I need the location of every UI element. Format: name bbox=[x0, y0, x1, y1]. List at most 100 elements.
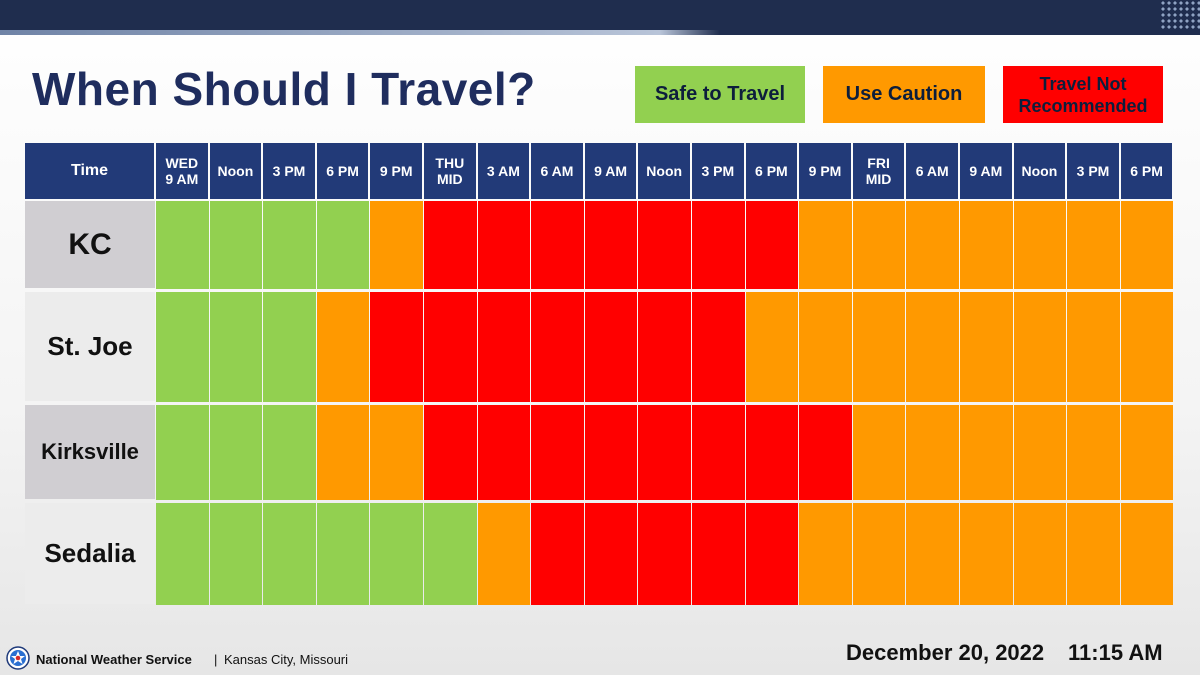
heatmap-cell bbox=[852, 503, 906, 605]
legend-not-recommended-label: Travel Not Recommended bbox=[1018, 73, 1148, 116]
heatmap-cell bbox=[209, 201, 263, 289]
footer-separator: | bbox=[214, 652, 218, 667]
heatmap-cell bbox=[531, 405, 584, 500]
heatmap-cell bbox=[852, 405, 906, 500]
heatmap-cell bbox=[263, 405, 316, 500]
heatmap-cell bbox=[156, 503, 209, 605]
heatmap-cell bbox=[692, 405, 745, 500]
heatmap-cell bbox=[960, 503, 1013, 605]
row-label: Kirksville bbox=[25, 405, 155, 499]
heatmap-cell bbox=[745, 201, 799, 289]
heatmap-cell bbox=[370, 201, 423, 289]
column-header: 3 PM bbox=[263, 143, 315, 199]
legend-use-caution: Use Caution bbox=[823, 66, 985, 123]
column-header: Noon bbox=[209, 143, 262, 199]
legend-travel-not-recommended: Travel Not Recommended bbox=[1003, 66, 1163, 123]
heatmap-cell bbox=[584, 405, 638, 500]
heatmap-cell bbox=[477, 503, 531, 605]
column-header: 3 AM bbox=[477, 143, 530, 199]
footer-organization: National Weather Service bbox=[36, 652, 192, 667]
heatmap-cell bbox=[1120, 405, 1174, 500]
heatmap-cell bbox=[1120, 292, 1174, 402]
row-label: KC bbox=[25, 201, 155, 288]
heatmap-cell bbox=[799, 201, 852, 289]
heatmap-cell bbox=[316, 292, 370, 402]
heatmap-cell bbox=[316, 201, 370, 289]
heatmap-cell bbox=[960, 201, 1013, 289]
heatmap-cell bbox=[209, 405, 263, 500]
row-label: St. Joe bbox=[25, 292, 155, 401]
footer-date: December 20, 2022 bbox=[846, 640, 1045, 665]
heatmap-cell bbox=[799, 503, 852, 605]
column-header: 6 PM bbox=[745, 143, 798, 199]
heatmap-cell bbox=[424, 292, 477, 402]
page-title: When Should I Travel? bbox=[32, 63, 536, 115]
heatmap-cell bbox=[424, 201, 477, 289]
heatmap-cell bbox=[156, 405, 209, 500]
heatmap-cell bbox=[906, 503, 959, 605]
heatmap-cell bbox=[370, 503, 423, 605]
column-header: Noon bbox=[638, 143, 690, 199]
heatmap-cell bbox=[531, 201, 584, 289]
heatmap-cell bbox=[1067, 292, 1120, 402]
heatmap-cell bbox=[156, 201, 209, 289]
heatmap-cell bbox=[1067, 405, 1120, 500]
heatmap-cell bbox=[1067, 503, 1120, 605]
heatmap-cell bbox=[960, 405, 1013, 500]
heatmap-cell bbox=[531, 503, 584, 605]
heatmap-cell bbox=[1120, 201, 1174, 289]
column-header: 9 PM bbox=[370, 143, 422, 199]
column-header: 9 PM bbox=[799, 143, 851, 199]
heatmap-cell bbox=[799, 405, 852, 500]
heatmap-cell bbox=[852, 292, 906, 402]
heatmap-cell bbox=[477, 292, 531, 402]
column-header: 6 AM bbox=[531, 143, 583, 199]
column-header: 6 PM bbox=[316, 143, 369, 199]
heatmap-cell bbox=[1013, 503, 1067, 605]
heatmap-cell bbox=[477, 201, 531, 289]
heatmap-cell bbox=[584, 201, 638, 289]
heatmap-cell bbox=[745, 503, 799, 605]
heatmap-cell bbox=[852, 201, 906, 289]
top-banner-dots bbox=[1160, 0, 1200, 30]
heatmap-cell bbox=[960, 292, 1013, 402]
column-header: 6 AM bbox=[906, 143, 958, 199]
heatmap-cell bbox=[745, 292, 799, 402]
column-header: 9 AM bbox=[584, 143, 637, 199]
heatmap-cell bbox=[263, 503, 316, 605]
top-banner bbox=[0, 0, 1200, 30]
heatmap-cell bbox=[692, 503, 745, 605]
heatmap-cell bbox=[638, 292, 691, 402]
legend-caution-label: Use Caution bbox=[845, 83, 963, 105]
heatmap-cell bbox=[316, 405, 370, 500]
heatmap-cell bbox=[1067, 201, 1120, 289]
heatmap-cell bbox=[263, 201, 316, 289]
heatmap-cell bbox=[638, 405, 691, 500]
column-header: Noon bbox=[1013, 143, 1066, 199]
footer-location: Kansas City, Missouri bbox=[224, 652, 349, 667]
heatmap-cell bbox=[370, 405, 423, 500]
heatmap-cell bbox=[424, 405, 477, 500]
heatmap-cell bbox=[906, 405, 959, 500]
column-header: 3 PM bbox=[1067, 143, 1119, 199]
heatmap-cell bbox=[263, 292, 316, 402]
heatmap-cell bbox=[906, 292, 959, 402]
heatmap-cell bbox=[209, 503, 263, 605]
column-header: FRI MID bbox=[852, 143, 905, 199]
legend-safe-label: Safe to Travel bbox=[654, 83, 786, 105]
heatmap-cell bbox=[745, 405, 799, 500]
heatmap-cell bbox=[1120, 503, 1174, 605]
top-banner-strip bbox=[0, 30, 1200, 35]
heatmap-cell bbox=[692, 292, 745, 402]
heatmap-cell bbox=[477, 405, 531, 500]
heatmap-cell bbox=[584, 292, 638, 402]
column-header: 9 AM bbox=[960, 143, 1012, 199]
heatmap-cell bbox=[209, 292, 263, 402]
heatmap-cell bbox=[1013, 292, 1067, 402]
heatmap-cell bbox=[906, 201, 959, 289]
row-label: Sedalia bbox=[25, 503, 155, 604]
heatmap-cell bbox=[692, 201, 745, 289]
heatmap-cell bbox=[1013, 405, 1067, 500]
column-header: 3 PM bbox=[692, 143, 744, 199]
footer-time: 11:15 AM bbox=[1068, 640, 1163, 665]
